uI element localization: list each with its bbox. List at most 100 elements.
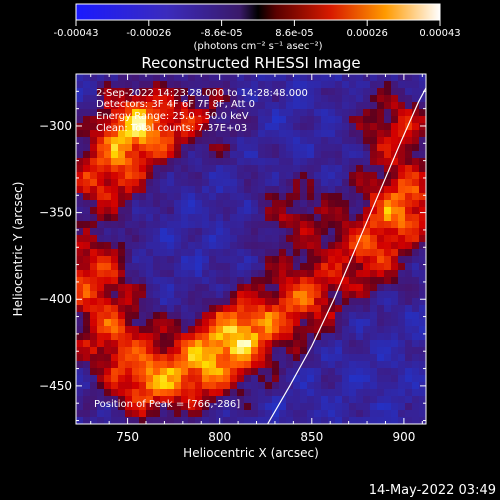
heatmap-cell [349, 158, 357, 166]
heatmap-cell [237, 193, 245, 201]
heatmap-cell [293, 389, 301, 397]
heatmap-cell [237, 95, 245, 103]
heatmap-cell [104, 396, 112, 404]
heatmap-cell [370, 305, 378, 313]
heatmap-cell [314, 410, 322, 418]
heatmap-cell [342, 326, 350, 334]
heatmap-cell [286, 417, 294, 424]
heatmap-cell [104, 284, 112, 292]
heatmap-cell [195, 249, 203, 257]
heatmap-cell [209, 417, 217, 424]
heatmap-cell [391, 319, 399, 327]
heatmap-cell [328, 179, 336, 187]
heatmap-cell [97, 116, 105, 124]
heatmap-cell [391, 326, 399, 334]
heatmap-cell [258, 200, 266, 208]
heatmap-cell [384, 123, 392, 131]
heatmap-cell [279, 186, 287, 194]
heatmap-cell [223, 109, 231, 117]
heatmap-cell [111, 151, 119, 159]
heatmap-cell [307, 403, 315, 411]
heatmap-cell [223, 144, 231, 152]
heatmap-cell [356, 312, 364, 320]
heatmap-cell [272, 137, 280, 145]
heatmap-cell [314, 375, 322, 383]
heatmap-cell [209, 74, 217, 82]
heatmap-cell [265, 410, 273, 418]
heatmap-cell [342, 242, 350, 250]
heatmap-cell [391, 291, 399, 299]
heatmap-cell [104, 151, 112, 159]
heatmap-cell [104, 81, 112, 89]
heatmap-cell [125, 403, 133, 411]
heatmap-cell [160, 368, 168, 376]
heatmap-cell [293, 284, 301, 292]
heatmap-cell [237, 403, 245, 411]
heatmap-cell [384, 137, 392, 145]
heatmap-cell [223, 361, 231, 369]
heatmap-cell [279, 389, 287, 397]
heatmap-cell [286, 347, 294, 355]
heatmap-cell [300, 333, 308, 341]
heatmap-cell [356, 74, 364, 82]
heatmap-cell [146, 270, 154, 278]
heatmap-cell [377, 74, 385, 82]
heatmap-cell [139, 81, 147, 89]
colorbar-tick-label: -0.00026 [126, 28, 171, 39]
heatmap-cell [202, 340, 210, 348]
heatmap-cell [272, 270, 280, 278]
heatmap-cell [272, 256, 280, 264]
heatmap-cell [202, 186, 210, 194]
heatmap-cell [237, 347, 245, 355]
colorbar-tick-label: 0.00043 [419, 28, 460, 39]
heatmap-cell [97, 319, 105, 327]
heatmap-cell [90, 151, 98, 159]
heatmap-cell [216, 368, 224, 376]
heatmap-cell [314, 354, 322, 362]
heatmap-cell [293, 333, 301, 341]
heatmap-cell [181, 277, 189, 285]
heatmap-cell [237, 102, 245, 110]
heatmap-cell [412, 277, 420, 285]
heatmap-cell [405, 340, 413, 348]
heatmap-cell [314, 249, 322, 257]
heatmap-cell [412, 382, 420, 390]
heatmap-cell [419, 144, 426, 152]
heatmap-cell [314, 102, 322, 110]
heatmap-cell [321, 375, 329, 383]
heatmap-cell [125, 116, 133, 124]
heatmap-cell [76, 410, 84, 418]
heatmap-cell [111, 235, 119, 243]
heatmap-cell [230, 270, 238, 278]
heatmap-cell [265, 137, 273, 145]
heatmap-cell [139, 354, 147, 362]
heatmap-cell [76, 270, 84, 278]
heatmap-cell [356, 319, 364, 327]
heatmap-cell [230, 151, 238, 159]
heatmap-cell [111, 333, 119, 341]
heatmap-cell [412, 249, 420, 257]
heatmap-cell [384, 319, 392, 327]
heatmap-cell [300, 228, 308, 236]
heatmap-cell [293, 228, 301, 236]
heatmap-cell [258, 81, 266, 89]
heatmap-cell [286, 326, 294, 334]
heatmap-cell [202, 270, 210, 278]
heatmap-cell [195, 95, 203, 103]
heatmap-cell [118, 88, 126, 96]
heatmap-cell [307, 319, 315, 327]
heatmap-cell [223, 256, 231, 264]
heatmap-cell [412, 242, 420, 250]
heatmap-cell [251, 102, 259, 110]
heatmap-cell [286, 158, 294, 166]
heatmap-cell [230, 396, 238, 404]
heatmap-cell [174, 305, 182, 313]
heatmap-cell [132, 354, 140, 362]
heatmap-cell [398, 249, 406, 257]
heatmap-cell [370, 333, 378, 341]
heatmap-cell [83, 186, 91, 194]
heatmap-cell [181, 326, 189, 334]
heatmap-cell [419, 284, 426, 292]
colorbar [75, 3, 441, 21]
heatmap-cell [90, 403, 98, 411]
